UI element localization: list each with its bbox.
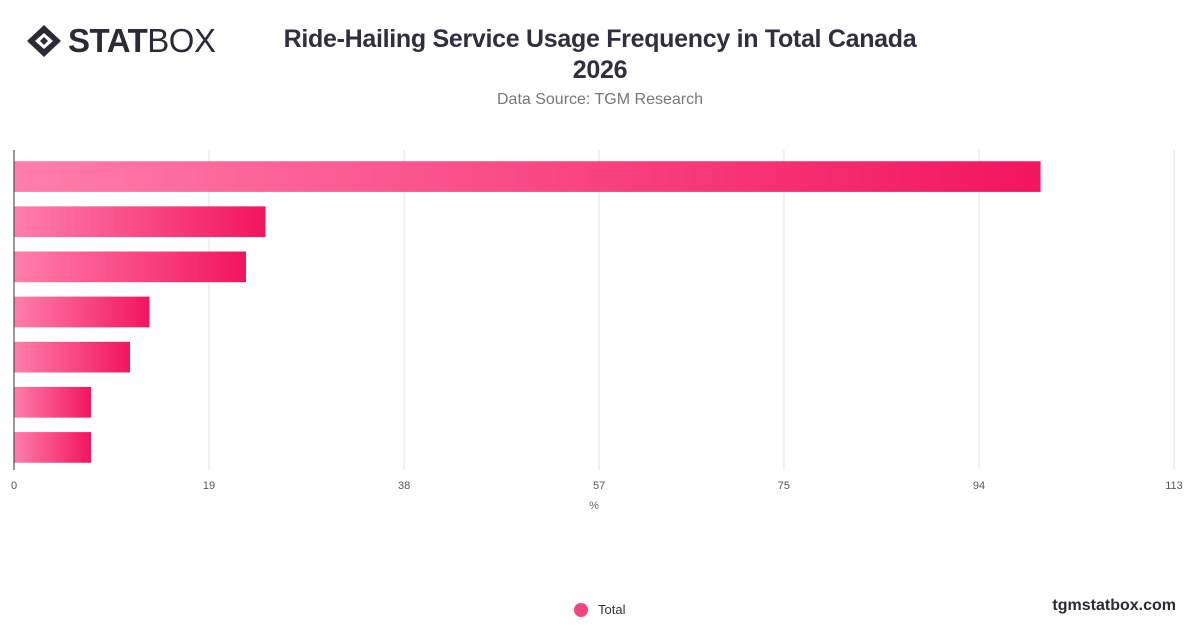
logo-box: BOX xyxy=(147,22,216,59)
x-axis-ticks: 0 19 38 57 75 94 113 xyxy=(11,480,1183,492)
x-axis-label: % xyxy=(589,500,599,512)
legend-dot-total xyxy=(574,602,588,617)
legend-label-total: Total xyxy=(598,602,626,617)
site-url: tgmstatbox.com xyxy=(1052,597,1176,614)
x-tick-label: 57 xyxy=(593,480,605,492)
chart-title-line1: Ride-Hailing Service Usage Frequency in … xyxy=(283,25,917,53)
grid-lines xyxy=(208,150,1175,470)
logo-text: STATBOX xyxy=(68,22,216,59)
x-tick-label: 75 xyxy=(778,480,790,492)
x-tick-label: 0 xyxy=(11,480,17,492)
diamond-logo-icon xyxy=(27,25,61,57)
bars xyxy=(14,161,1041,463)
bar[interactable] xyxy=(14,206,266,238)
logo-stat: STAT xyxy=(68,22,148,59)
bar[interactable] xyxy=(14,296,150,328)
x-tick-label: 113 xyxy=(1165,480,1183,492)
statbox-logo: STATBOX xyxy=(26,22,216,59)
bar[interactable] xyxy=(14,386,91,418)
x-tick-label: 19 xyxy=(203,480,215,492)
chart-subtitle: Data Source: TGM Research xyxy=(496,91,703,108)
x-tick-label: 94 xyxy=(973,480,985,492)
legend[interactable]: Total xyxy=(574,602,625,617)
chart-title-line2: 2026 xyxy=(572,56,628,84)
bar[interactable] xyxy=(14,161,1041,192)
bar[interactable] xyxy=(14,341,130,373)
bar[interactable] xyxy=(14,432,91,463)
bar[interactable] xyxy=(14,251,246,283)
chart-title: Ride-Hailing Service Usage Frequency in … xyxy=(250,24,950,86)
x-tick-label: 38 xyxy=(398,480,410,492)
